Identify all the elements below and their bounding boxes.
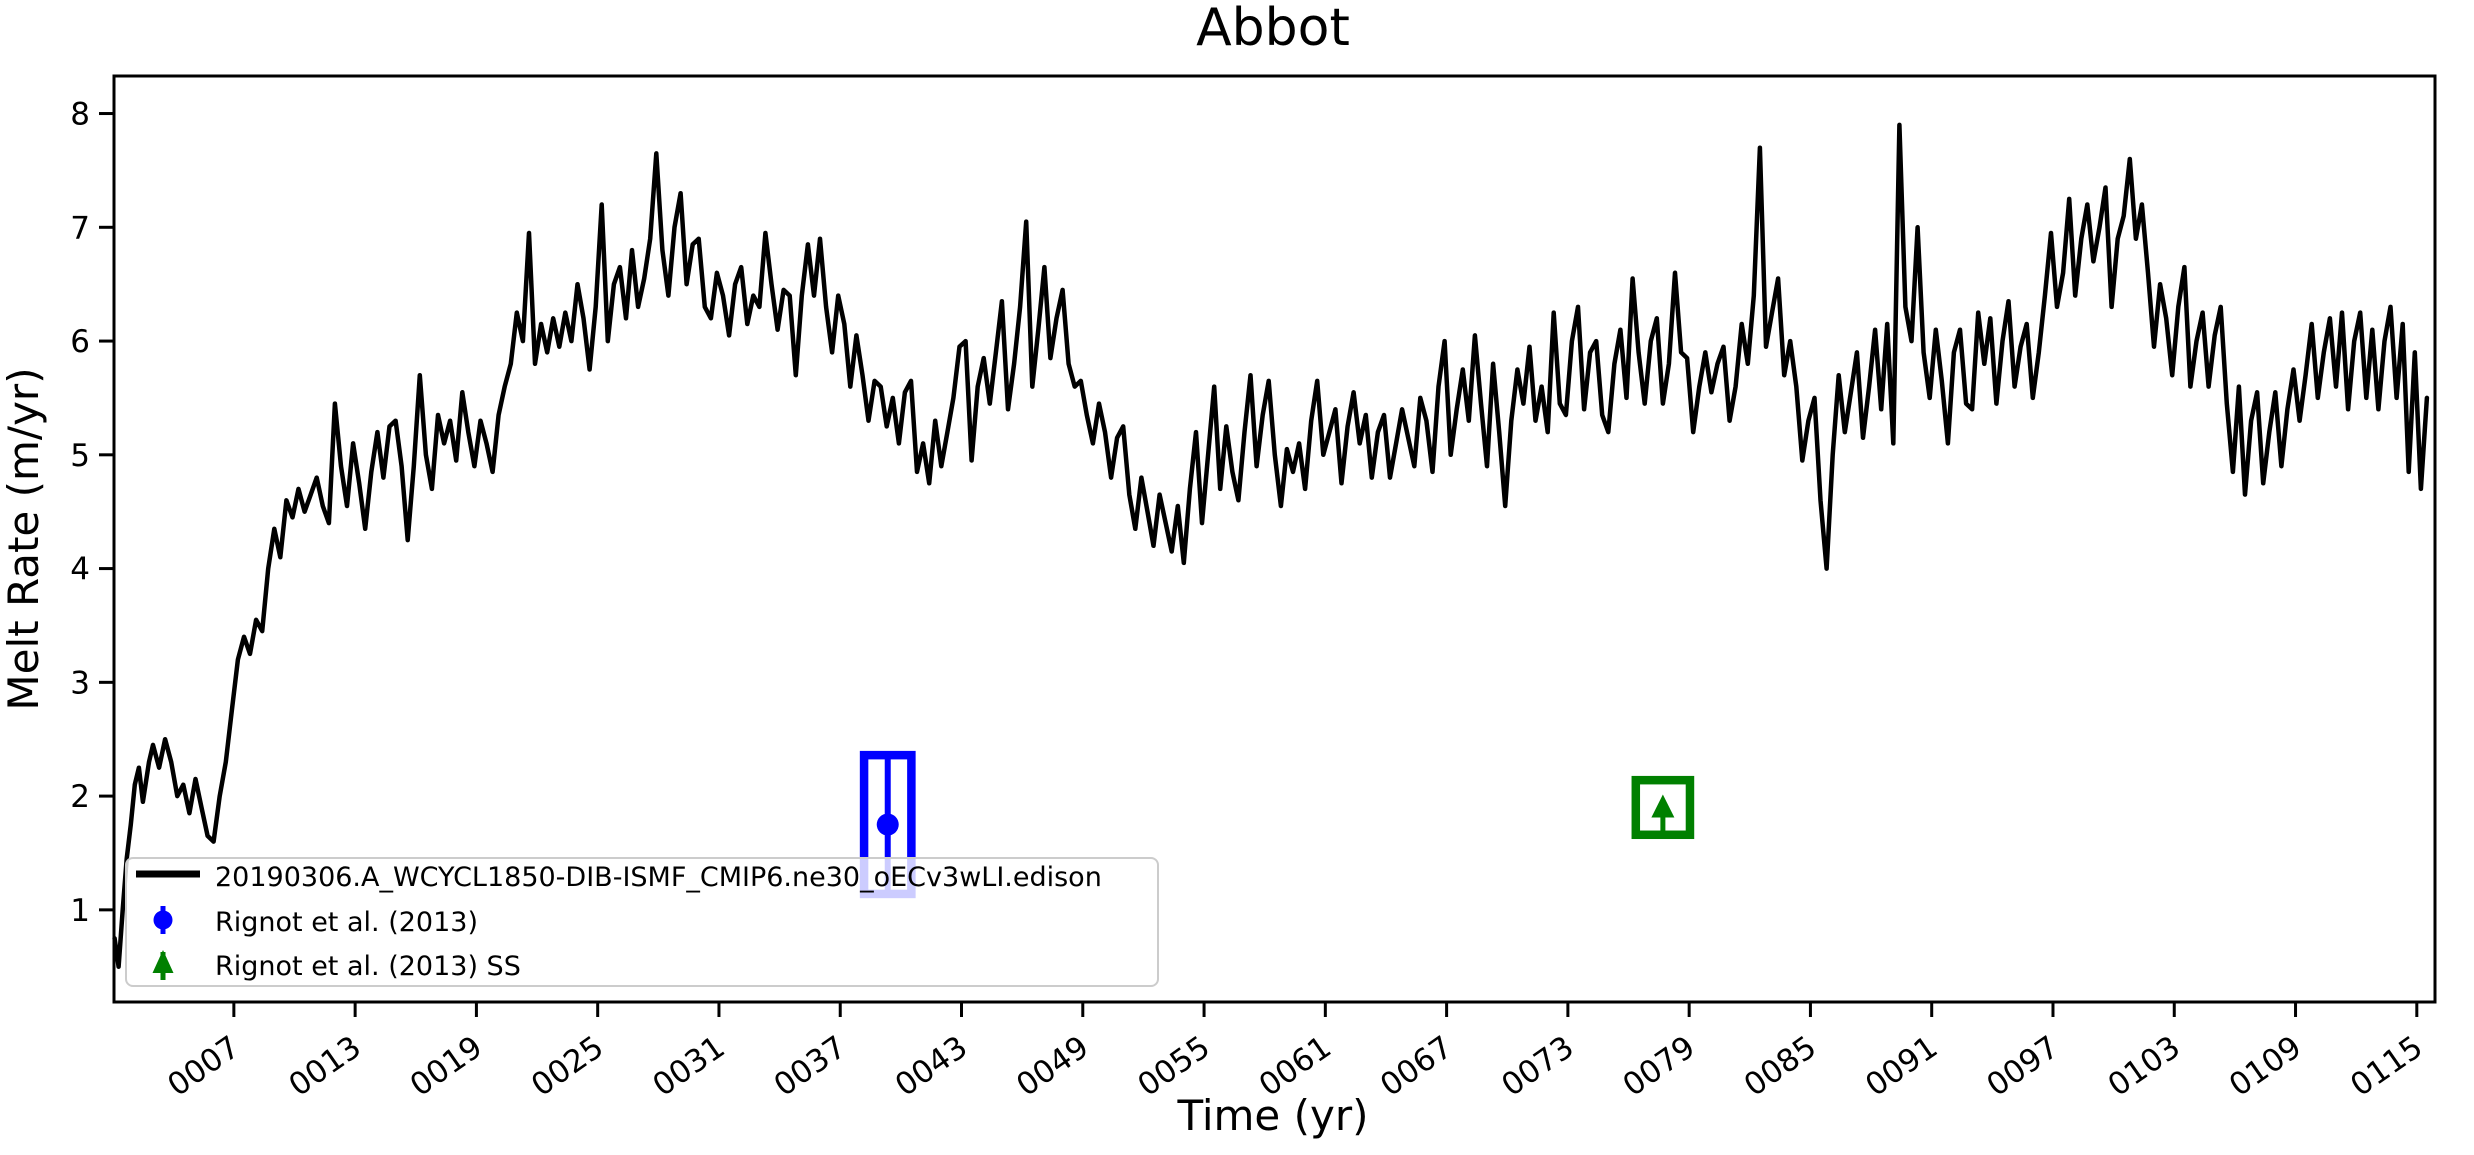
legend-triangle-marker-icon bbox=[152, 950, 174, 973]
y-tick-label: 5 bbox=[70, 438, 90, 474]
obs-uncertainty-box bbox=[1631, 775, 1695, 840]
x-tick-label: 0103 bbox=[2102, 1029, 2187, 1104]
legend-frame bbox=[125, 857, 1159, 987]
legend-label-model: 20190306.A_WCYCL1850-DIB-ISMF_CMIP6.ne30… bbox=[215, 862, 1102, 893]
y-tick-label: 1 bbox=[70, 893, 90, 929]
x-tick-label: 0049 bbox=[1010, 1029, 1095, 1104]
legend-label-rignot: Rignot et al. (2013) bbox=[215, 907, 478, 938]
y-tick-label: 3 bbox=[70, 665, 90, 701]
y-tick-label: 8 bbox=[70, 97, 90, 133]
x-tick-label: 0091 bbox=[1859, 1029, 1944, 1104]
x-tick-label: 0025 bbox=[525, 1029, 610, 1104]
x-tick-label: 0019 bbox=[404, 1029, 489, 1104]
y-tick-label: 2 bbox=[70, 779, 90, 815]
x-tick-label: 0043 bbox=[889, 1029, 974, 1104]
y-tick-label: 6 bbox=[70, 324, 90, 360]
x-tick-label: 0037 bbox=[768, 1029, 853, 1104]
x-tick-label: 0079 bbox=[1616, 1029, 1701, 1104]
chart-title: Abbot bbox=[1196, 0, 1350, 58]
x-tick-label: 0097 bbox=[1980, 1029, 2065, 1104]
x-tick-label: 0109 bbox=[2223, 1029, 2308, 1104]
x-axis-label: Time (yr) bbox=[1176, 1091, 1368, 1140]
plot-border bbox=[112, 74, 2437, 1004]
x-tick-label: 0031 bbox=[646, 1029, 731, 1104]
x-tick-label: 0013 bbox=[282, 1029, 367, 1104]
legend-label-rignot-ss: Rignot et al. (2013) SS bbox=[215, 951, 521, 982]
x-tick-label: 0073 bbox=[1495, 1029, 1580, 1104]
x-tick-label: 0115 bbox=[2344, 1029, 2429, 1104]
legend: 20190306.A_WCYCL1850-DIB-ISMF_CMIP6.ne30… bbox=[125, 857, 1159, 987]
y-axis-label: Melt Rate (m/yr) bbox=[0, 367, 48, 710]
y-tick-label: 7 bbox=[70, 210, 90, 246]
obs-circle-marker bbox=[876, 813, 899, 836]
y-tick-label: 4 bbox=[70, 552, 90, 588]
x-tick-label: 0007 bbox=[161, 1029, 246, 1104]
x-tick-label: 0085 bbox=[1738, 1029, 1823, 1104]
obs-triangle-marker bbox=[1651, 794, 1675, 818]
x-tick-label: 0067 bbox=[1374, 1029, 1459, 1104]
melt-rate-line bbox=[112, 122, 2430, 969]
legend-circle-marker-icon bbox=[153, 910, 173, 930]
